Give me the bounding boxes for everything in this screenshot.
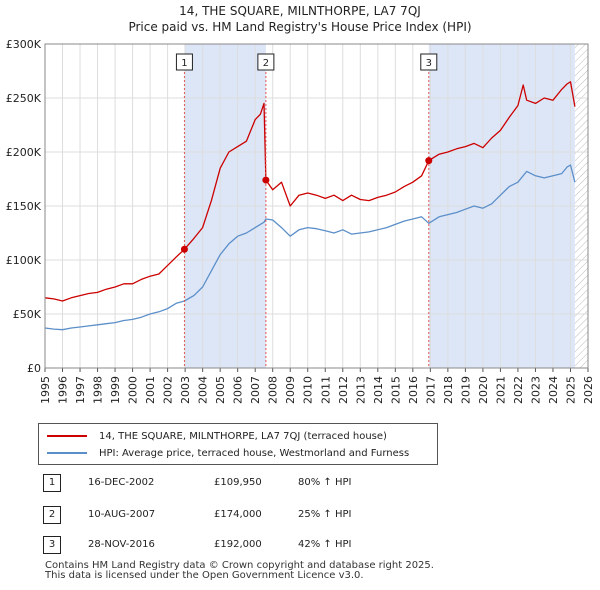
x-tick-label: 2024: [547, 376, 560, 404]
y-tick-label: £0: [27, 362, 41, 375]
title-line-2: Price paid vs. HM Land Registry's House …: [128, 20, 472, 34]
sale-annotation-box: [420, 53, 438, 71]
y-tick-label: £250K: [6, 92, 42, 105]
price-chart: £0 £50K £100K £150K £200K £250K £300K 1995 1996 1…: [6, 38, 595, 404]
sale-number-badge: 1: [43, 474, 61, 492]
sale-point: [180, 245, 188, 253]
x-tick-label: 2026: [582, 376, 595, 404]
sale-annotation-box: [175, 53, 193, 71]
y-tick-label: £200K: [6, 146, 42, 159]
chart-title: 14, THE SQUARE, MILNTHORPE, LA7 7QJ Pric…: [0, 3, 600, 35]
x-tick-label: 1999: [109, 376, 122, 404]
series-line-property: [44, 81, 576, 302]
x-tick-label: 2001: [144, 376, 157, 404]
x-tick-label: 2025: [564, 376, 577, 404]
series-line-hpi: [44, 164, 576, 331]
x-tick-label: 2021: [494, 376, 507, 404]
sale-hpi-change: 25% ↑ HPI: [298, 509, 352, 520]
sale-hpi-change: 42% ↑ HPI: [298, 539, 352, 550]
sale-row: 1 16-DEC-2002 £109,950 80% ↑ HPI: [43, 474, 463, 492]
sale-price: £174,000: [214, 509, 262, 520]
x-tick-label: 1995: [39, 376, 52, 404]
title-line-1: 14, THE SQUARE, MILNTHORPE, LA7 7QJ: [179, 4, 421, 18]
legend-label-property: 14, THE SQUARE, MILNTHORPE, LA7 7QJ (ter…: [99, 430, 387, 442]
footer: Contains HM Land Registry data © Crown c…: [45, 561, 434, 581]
sale-annotation-label: 1: [181, 58, 187, 69]
x-tick-label: 2016: [407, 376, 420, 404]
sale-number-badge: 3: [43, 536, 61, 554]
legend-label-hpi: HPI: Average price, terraced house, West…: [99, 447, 410, 459]
sale-row: 3 28-NOV-2016 £192,000 42% ↑ HPI: [43, 536, 463, 554]
x-tick-label: 2013: [354, 376, 367, 404]
x-tick-label: 2007: [249, 376, 262, 404]
sale-date: 10-AUG-2007: [88, 509, 156, 520]
legend-swatch-hpi: [47, 452, 87, 454]
footer-licence: This data is licensed under the Open Gov…: [45, 570, 364, 581]
x-tick-label: 1996: [57, 376, 70, 404]
sale-price: £109,950: [214, 477, 262, 488]
sale-annotation-label: 3: [426, 58, 432, 69]
legend: 14, THE SQUARE, MILNTHORPE, LA7 7QJ (ter…: [38, 423, 438, 465]
legend-item-hpi: HPI: Average price, terraced house, West…: [47, 446, 409, 460]
x-tick-label: 2003: [179, 376, 192, 404]
x-tick-label: 2011: [319, 376, 332, 404]
x-tick-label: 2014: [372, 376, 385, 404]
legend-swatch-property: [47, 435, 87, 437]
sale-date: 16-DEC-2002: [88, 477, 155, 488]
x-tick-label: 2020: [477, 376, 490, 404]
footer-copyright: Contains HM Land Registry data © Crown c…: [45, 560, 434, 571]
x-tick-label: 2009: [284, 376, 297, 404]
y-tick-label: £150K: [6, 200, 42, 213]
x-tick-label: 2010: [302, 376, 315, 404]
x-tick-label: 1997: [74, 376, 87, 404]
sale-row: 2 10-AUG-2007 £174,000 25% ↑ HPI: [43, 506, 463, 524]
sale-annotation-box: [257, 53, 275, 71]
x-tick-label: 2018: [442, 376, 455, 404]
sale-annotation-label: 2: [263, 58, 269, 69]
x-tick-label: 2005: [214, 376, 227, 404]
x-tick-label: 1998: [92, 376, 105, 404]
sale-hpi-change: 80% ↑ HPI: [298, 477, 352, 488]
y-tick-label: £100K: [6, 254, 42, 267]
x-tick-label: 2023: [529, 376, 542, 404]
x-tick-label: 2004: [197, 376, 210, 404]
x-tick-label: 2022: [512, 376, 525, 404]
x-tick-label: 2008: [267, 376, 280, 404]
sale-price: £192,000: [214, 539, 262, 550]
legend-item-property: 14, THE SQUARE, MILNTHORPE, LA7 7QJ (ter…: [47, 429, 387, 443]
x-tick-label: 2012: [337, 376, 350, 404]
y-tick-label: £300K: [6, 38, 42, 51]
y-tick-label: £50K: [13, 308, 42, 321]
sale-number-badge: 2: [43, 506, 61, 524]
x-tick-label: 2000: [127, 376, 140, 404]
plot-frame: [44, 43, 589, 369]
x-tick-label: 2017: [424, 376, 437, 404]
sale-point: [262, 176, 270, 184]
sale-date: 28-NOV-2016: [88, 539, 155, 550]
x-tick-label: 2006: [232, 376, 245, 404]
sale-point: [425, 157, 433, 165]
x-tick-label: 2015: [389, 376, 402, 404]
x-tick-label: 2019: [459, 376, 472, 404]
x-tick-label: 2002: [162, 376, 175, 404]
